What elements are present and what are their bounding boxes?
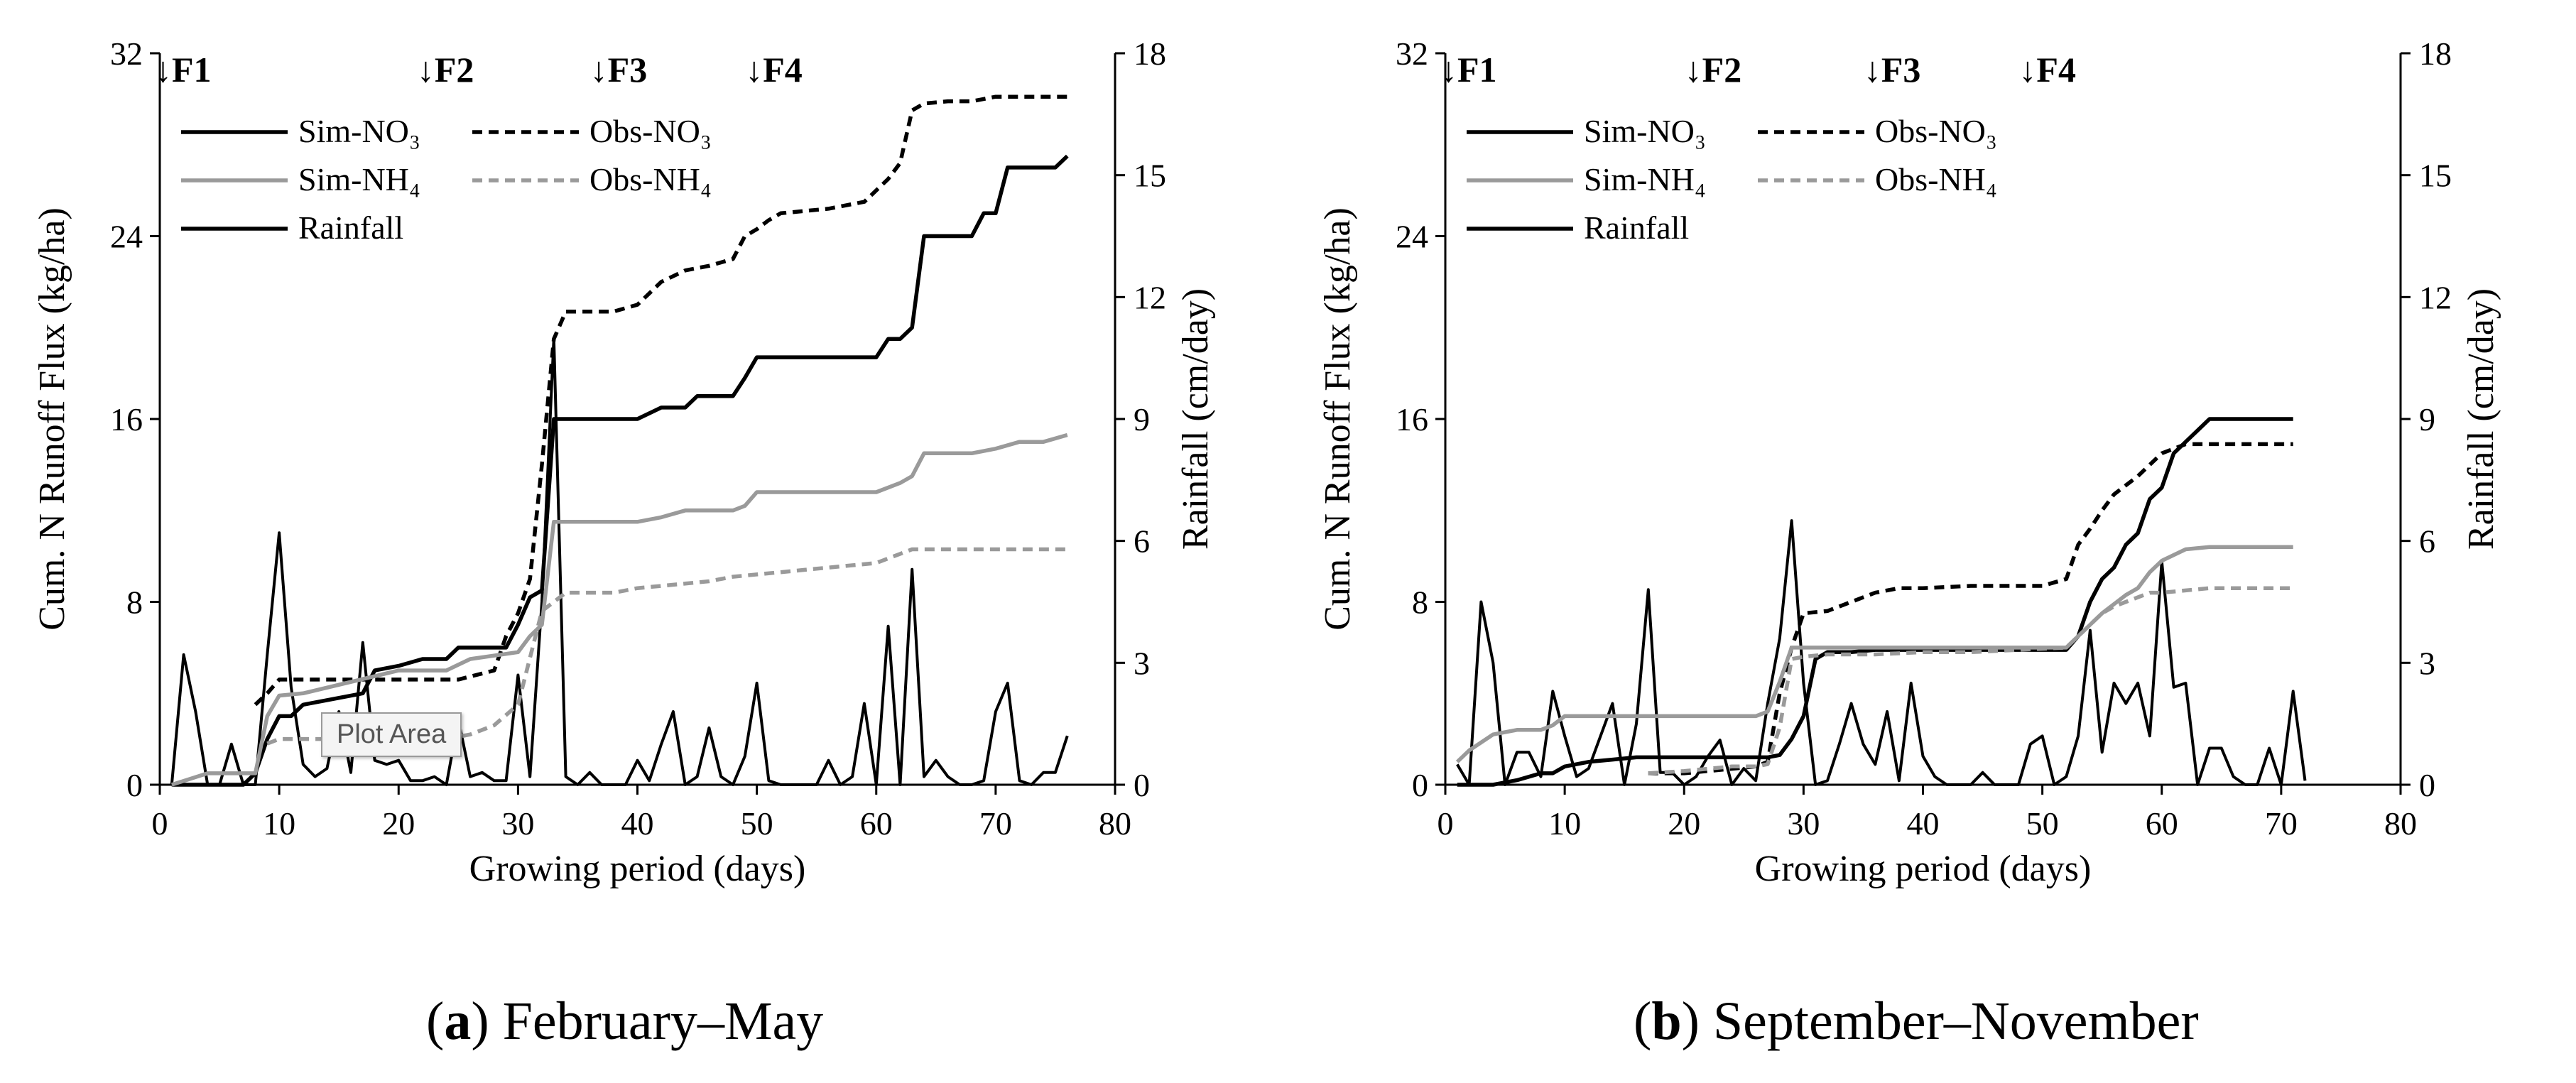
chart-a-svg: 0 10 20 30 40 50 60 70 80081624320369121518Growi… [32, 36, 1216, 889]
fert-marker-label: ↓F3 [1864, 50, 1921, 89]
legend-label-obs-no3: Obs-NO₃ [589, 113, 712, 149]
x-tick-label: 50 [741, 805, 773, 842]
chart-b-svg: 0 10 20 30 40 50 60 70 80081624320369121518Growi… [1317, 36, 2501, 889]
x-tick-label: 20 [382, 805, 415, 842]
y2-tick-label: 9 [1134, 401, 1150, 437]
fert-marker-label: ↓F3 [590, 50, 648, 89]
legend-label-rainfall: Rainfall [298, 209, 403, 246]
y-tick-label: 24 [1396, 219, 1428, 255]
legend-label-obs-no3: Obs-NO₃ [1875, 113, 1997, 149]
plot-area-tooltip: Plot Area [321, 712, 462, 757]
caption-b-letter: b [1651, 991, 1682, 1051]
chart-panel-b: 0 10 20 30 40 50 60 70 80 0 8 16 24 32 0 3 6 9 12 15 18 Growi… [1286, 0, 2564, 1083]
x-tick-label: 80 [1099, 805, 1131, 842]
caption-a-letter: a [444, 991, 472, 1051]
chart-panel-a: 0 10 20 30 40 50 60 70 80 0 8 16 24 32 0 3 6 9 12 15 18 Growi… [0, 0, 1278, 1083]
y2-tick-label: 9 [2419, 401, 2435, 437]
legend-label-sim-no3: Sim-NO₃ [1584, 113, 1706, 149]
y2-axis-title: Rainfall (cm/day) [1175, 288, 1216, 550]
y2-tick-label: 12 [2419, 279, 2452, 315]
y-tick-label: 0 [126, 767, 143, 803]
x-tick-label: 80 [2384, 805, 2417, 842]
y2-tick-label: 0 [1134, 767, 1150, 803]
y-tick-label: 32 [1396, 36, 1428, 72]
x-tick-label: 60 [2146, 805, 2178, 842]
y-tick-label: 32 [110, 36, 143, 72]
caption-b: (b) September–November [1634, 991, 2199, 1051]
y-axis-title: Cum. N Runoff Flux (kg/ha) [1317, 207, 1358, 631]
x-tick-label: 30 [1787, 805, 1820, 842]
fert-marker-label: ↓F4 [2018, 50, 2076, 89]
y-tick-label: 24 [110, 219, 143, 255]
x-tick-label: 40 [1907, 805, 1940, 842]
fert-marker-label: ↓F1 [154, 50, 212, 89]
y2-tick-label: 3 [1134, 645, 1150, 681]
series-line-sim-no3 [171, 154, 1069, 787]
legend-label-sim-nh4: Sim-NH₄ [298, 161, 420, 197]
caption-b-text: ) September–November [1681, 991, 2199, 1051]
fert-marker-label: ↓F1 [1440, 50, 1497, 89]
caption-a-text: ) February–May [471, 991, 824, 1051]
y2-tick-label: 12 [1134, 279, 1166, 315]
series-line-sim-nh4 [1455, 545, 2293, 763]
chart-legend: Sim-NO₃ Obs-NO₃ Sim-NH₄ Obs-NH₄ Rainfall [1467, 113, 1997, 246]
x-tick-label: 60 [860, 805, 893, 842]
x-axis-title: Growing period (days) [469, 849, 806, 889]
y2-tick-label: 0 [2419, 767, 2435, 803]
fert-marker-label: ↓F4 [745, 50, 803, 89]
x-tick-label: 10 [263, 805, 295, 842]
x-tick-label: 40 [621, 805, 654, 842]
x-tick-label: 10 [1548, 805, 1581, 842]
legend-label-sim-nh4: Sim-NH₄ [1584, 161, 1706, 197]
y2-tick-label: 6 [1134, 523, 1150, 560]
y2-tick-label: 18 [2419, 36, 2452, 72]
series-line-obs-no3 [254, 94, 1067, 707]
series-line-obs-no3 [1648, 442, 2293, 775]
legend-label-sim-no3: Sim-NO₃ [298, 113, 420, 149]
caption-a: (a) February–May [426, 991, 824, 1051]
series-line-sim-nh4 [170, 432, 1068, 787]
series-line-rainfall [1456, 519, 2307, 786]
y2-tick-label: 3 [2419, 645, 2435, 681]
y2-tick-label: 15 [1134, 158, 1166, 194]
x-tick-label: 20 [1668, 805, 1700, 842]
y-tick-label: 8 [1412, 584, 1428, 621]
x-tick-label: 70 [2265, 805, 2298, 842]
series-line-obs-nh4 [1648, 586, 2293, 775]
chart-legend: Sim-NO₃ Obs-NO₃ Sim-NH₄ Obs-NH₄ Rainfall [181, 113, 712, 246]
series-line-obs-nh4 [266, 547, 1067, 746]
fert-marker-label: ↓F2 [1685, 50, 1742, 89]
legend-label-obs-nh4: Obs-NH₄ [589, 161, 712, 197]
series-line-rainfall [170, 336, 1069, 786]
legend-label-obs-nh4: Obs-NH₄ [1875, 161, 1997, 197]
y-axis-title: Cum. N Runoff Flux (kg/ha) [32, 207, 72, 631]
y2-tick-label: 15 [2419, 158, 2452, 194]
y-tick-label: 8 [126, 584, 143, 621]
legend-label-rainfall: Rainfall [1584, 209, 1689, 246]
y2-axis-title: Rainfall (cm/day) [2461, 288, 2501, 550]
x-tick-label: 0 [1438, 805, 1454, 842]
x-tick-label: 50 [2026, 805, 2059, 842]
fert-marker-label: ↓F2 [417, 50, 474, 89]
y-tick-label: 16 [110, 401, 143, 437]
y-tick-label: 0 [1412, 767, 1428, 803]
x-axis-title: Growing period (days) [1755, 849, 2092, 889]
x-tick-label: 70 [979, 805, 1012, 842]
x-tick-label: 30 [501, 805, 534, 842]
series-line-sim-no3 [1457, 417, 2293, 787]
y-tick-label: 16 [1396, 401, 1428, 437]
x-tick-label: 0 [152, 805, 168, 842]
y2-tick-label: 18 [1134, 36, 1166, 72]
y2-tick-label: 6 [2419, 523, 2435, 560]
